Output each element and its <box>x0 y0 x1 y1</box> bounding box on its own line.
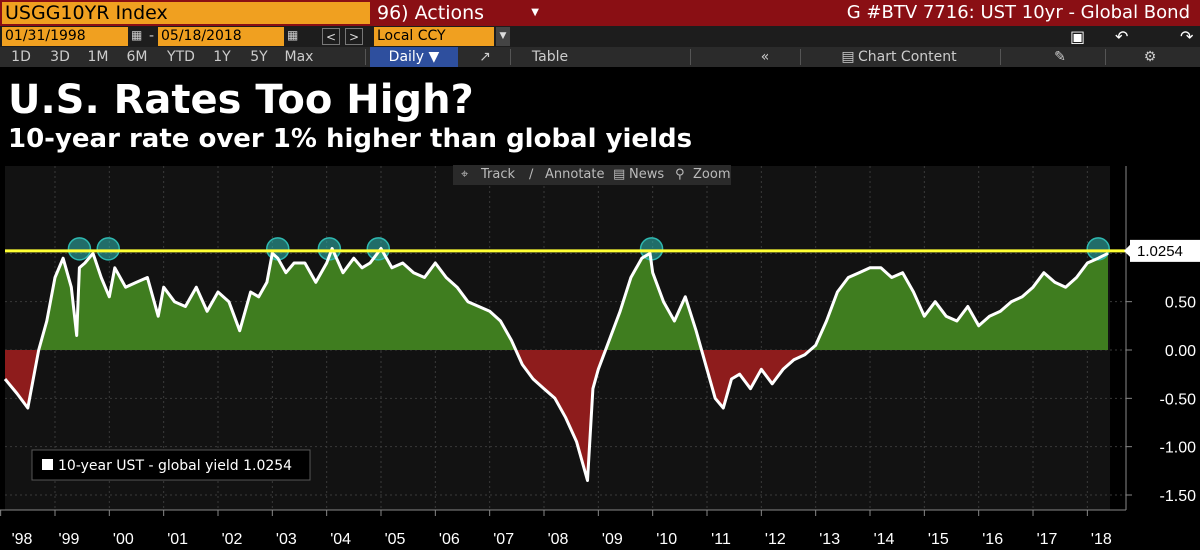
divider <box>1000 49 1001 65</box>
start-date-field[interactable]: 01/31/1998 <box>2 27 128 46</box>
view-controls: ▣ ↶ ↷ <box>1030 26 1200 47</box>
previous-period-button[interactable]: < <box>322 28 340 45</box>
period-tab[interactable]: 1Y <box>213 49 231 65</box>
negative-area <box>5 350 1108 481</box>
x-tick-label: '11 <box>711 531 731 548</box>
redo-icon[interactable]: ↷ <box>1180 27 1194 46</box>
x-tick-label: '99 <box>59 531 80 548</box>
period-tab[interactable]: 1M <box>87 49 109 65</box>
period-tab[interactable]: 3D <box>50 49 70 65</box>
track-button[interactable]: Track <box>481 167 516 182</box>
x-tick-label: '05 <box>385 531 406 548</box>
actions-menu[interactable]: 96) Actions ▼ <box>377 2 545 24</box>
series-line[interactable] <box>3 247 1109 482</box>
y-tick-label: -1.50 <box>1160 488 1197 505</box>
period-tab[interactable]: 1D <box>11 49 31 65</box>
calendar-icon[interactable]: ▦ <box>287 28 299 42</box>
frequency-select[interactable]: Daily ▼ <box>370 47 458 67</box>
divider <box>1105 49 1106 65</box>
zoom-button[interactable]: Zoom <box>693 167 731 182</box>
x-tick-label: '02 <box>222 531 243 548</box>
chart-tools: ⌖ Track ∕ Annotate ▤ News ⚲ Zoom <box>453 165 731 185</box>
x-tick-label: '03 <box>276 531 297 548</box>
legend-box <box>31 449 311 481</box>
last-value-tag: 1.0254 <box>1124 239 1200 262</box>
annotate-button[interactable]: Annotate <box>545 167 605 182</box>
news-button[interactable]: News <box>629 167 665 182</box>
x-tick-label: '16 <box>982 531 1003 548</box>
edit-icon[interactable]: ✎ <box>1054 49 1066 65</box>
actions-label: 96) Actions <box>377 2 485 24</box>
legend[interactable]: 10-year UST - global yield 1.0254 <box>31 449 311 481</box>
period-tab[interactable]: YTD <box>167 49 195 65</box>
x-tick-label: '13 <box>819 531 840 548</box>
period-tab[interactable]: 5Y <box>250 49 268 65</box>
news-icon: ▤ <box>613 167 626 182</box>
x-tick-label: '08 <box>548 531 569 548</box>
x-tick-label: '00 <box>113 531 134 548</box>
x-tick-label: '17 <box>1037 531 1058 548</box>
x-tick-label: '09 <box>602 531 623 548</box>
date-range-bar: 01/31/1998 ▦ - 05/18/2018 ▦ < > Local CC… <box>0 26 1200 47</box>
chart-type-icon[interactable]: ↗ <box>479 49 491 65</box>
screen-icon[interactable]: ▣ <box>1070 27 1086 46</box>
end-date-field[interactable]: 05/18/2018 <box>158 27 284 46</box>
legend-swatch <box>42 459 53 470</box>
divider <box>510 49 511 65</box>
period-toolbar: 1D 3D 1M 6M YTD 1Y 5Y Max Daily ▼ ↗ Tabl… <box>0 47 1200 67</box>
next-period-button[interactable]: > <box>345 28 363 45</box>
last-value-background <box>1130 239 1200 262</box>
calendar-icon[interactable]: ▦ <box>131 28 143 42</box>
period-tab[interactable]: Max <box>284 49 314 65</box>
collapse-button[interactable]: « <box>760 49 770 65</box>
y-axis-ticks: 1.000.500.00-0.50-1.00-1.50 <box>1126 246 1196 505</box>
chart-title: U.S. Rates Too High? <box>8 77 474 123</box>
last-value-pointer <box>1124 244 1130 257</box>
chart-content-button[interactable]: Chart Content <box>858 49 957 65</box>
x-tick-label: '98 <box>12 531 33 548</box>
crosshair-icon: ⌖ <box>461 167 469 182</box>
last-value-label: 1.0254 <box>1137 243 1183 260</box>
divider <box>690 49 691 65</box>
dropdown-caret-icon: ▼ <box>531 7 539 18</box>
highlight-marker <box>67 237 92 261</box>
pencil-icon: ∕ <box>529 167 534 182</box>
x-tick-label: '01 <box>167 531 188 548</box>
x-tick-label: '07 <box>493 531 514 548</box>
x-tick-label: '12 <box>765 531 786 548</box>
undo-icon[interactable]: ↶ <box>1115 27 1129 46</box>
zoom-icon: ⚲ <box>675 167 685 182</box>
x-axis-ticks: '98 '99 '00 '01 '02 '03 '04 '05 '06 '07 '08 '09 '10 '… <box>0 510 1112 548</box>
period-tab[interactable]: 6M <box>126 49 148 65</box>
x-tick-label: '15 <box>928 531 949 548</box>
chart-content-icon: ▤ <box>841 49 855 65</box>
y-tick-label: 0.00 <box>1165 343 1196 360</box>
y-tick-label: -1.00 <box>1160 440 1197 457</box>
positive-area <box>5 248 1108 350</box>
table-button[interactable]: Table <box>531 49 569 65</box>
y-tick-label: 0.50 <box>1165 295 1196 312</box>
currency-select[interactable]: Local CCY <box>374 27 494 46</box>
chart[interactable]: 1.000.500.00-0.50-1.00-1.50 '98'99'00'01… <box>0 160 1200 550</box>
x-tick-label: '10 <box>656 531 677 548</box>
x-tick-label: '06 <box>439 531 460 548</box>
highlight-marker <box>96 237 120 261</box>
divider <box>800 49 801 65</box>
ticker-field[interactable]: USGG10YR Index <box>2 2 370 24</box>
x-tick-label: '04 <box>330 531 351 548</box>
settings-icon[interactable]: ⚙ <box>1143 49 1157 65</box>
chevron-down-icon[interactable]: ▼ <box>496 27 510 46</box>
x-tick-label: '14 <box>874 531 895 548</box>
date-separator: - <box>149 28 155 44</box>
x-tick-label: '18 <box>1091 531 1112 548</box>
header-bar: USGG10YR Index 96) Actions ▼ G #BTV 7716… <box>0 0 1200 26</box>
function-title: G #BTV 7716: UST 10yr - Global Bond <box>846 2 1190 23</box>
divider <box>365 49 366 65</box>
y-tick-label: -0.50 <box>1160 391 1197 408</box>
legend-label: 10-year UST - global yield 1.0254 <box>58 458 292 474</box>
chart-subtitle: 10-year rate over 1% higher than global … <box>8 124 693 154</box>
